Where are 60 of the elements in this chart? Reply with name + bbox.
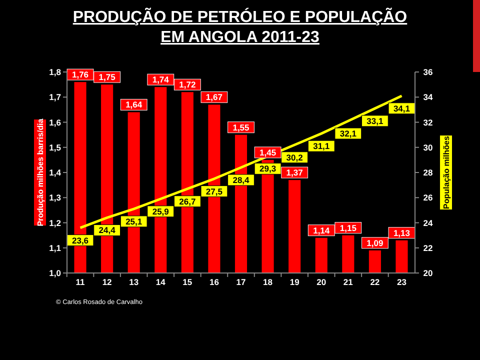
chart-title: PRODUÇÃO DE PETRÓLEO E POPULAÇÃO EM ANGOLA 2011-23	[72, 7, 408, 46]
y2-tick-label: 34	[423, 92, 433, 102]
y2-tick-label: 26	[423, 192, 433, 203]
y-tick-label: 1,2	[49, 218, 62, 228]
data-label: 1,13	[393, 228, 410, 238]
data-label: 23,6	[72, 235, 89, 246]
x-tick-label: 21	[343, 277, 354, 287]
data-label: 31,1	[313, 141, 330, 152]
x-tick-label: 14	[156, 277, 166, 287]
data-label: 27,5	[206, 186, 223, 196]
data-label: 1,75	[98, 72, 116, 82]
data-label: 25,1	[126, 216, 142, 226]
data-label: 1,15	[340, 222, 357, 233]
data-label: 25,9	[152, 206, 170, 216]
y2-tick-label: 24	[423, 218, 433, 228]
y2-tick-label: 36	[423, 67, 433, 77]
data-label: 1,76	[72, 70, 89, 80]
data-label: 24,4	[98, 225, 116, 236]
data-label: 1,64	[126, 100, 142, 110]
y2-tick-label: 28	[423, 168, 433, 178]
data-label: 33,1	[366, 116, 384, 126]
y2-axis-title: População milhões	[442, 135, 451, 209]
data-label: 1,72	[179, 80, 196, 90]
x-tick-label: 22	[370, 277, 380, 287]
data-label: 1,74	[152, 74, 170, 85]
data-label: 1,09	[366, 238, 384, 248]
x-tick-label: 12	[102, 277, 112, 287]
y-tick-label: 1,8	[49, 67, 62, 77]
y-tick-label: 1,6	[49, 117, 62, 128]
data-label: 26,7	[179, 196, 196, 206]
y-tick-label: 1,3	[49, 192, 62, 203]
x-tick-label: 11	[76, 277, 86, 287]
data-label: 1,55	[232, 122, 250, 132]
data-label: 29,3	[260, 164, 276, 174]
y-tick-label: 1,7	[49, 92, 62, 102]
data-label: 1,67	[206, 92, 223, 102]
x-tick-label: 18	[263, 277, 273, 287]
y2-tick-label: 20	[423, 268, 433, 278]
y-tick-label: 1,4	[49, 168, 62, 178]
x-tick-label: 15	[182, 277, 192, 287]
y2-tick-label: 22	[423, 242, 433, 253]
x-tick-label: 23	[397, 277, 407, 287]
x-tick-label: 20	[316, 277, 326, 287]
x-tick-label: 17	[236, 277, 246, 287]
y2-tick-label: 32	[423, 117, 433, 128]
y-axis-title: Produção milhões barris/dia	[36, 118, 45, 226]
y-tick-label: 1,5	[49, 142, 62, 152]
x-tick-label: 16	[209, 277, 220, 287]
data-label: 1,45	[260, 147, 276, 158]
data-label: 1,14	[313, 225, 330, 236]
data-label: 34,1	[393, 103, 410, 114]
y2-tick-label: 30	[423, 142, 433, 152]
data-label: 32,1	[340, 128, 357, 138]
x-tick-label: 13	[129, 277, 139, 287]
data-label: 1,37	[286, 168, 304, 178]
data-label: 30,2	[286, 152, 304, 162]
data-label: 28,4	[232, 174, 250, 185]
y-tick-label: 1,1	[49, 242, 62, 253]
y-tick-label: 1,0	[49, 268, 62, 278]
x-tick-label: 19	[290, 277, 300, 287]
